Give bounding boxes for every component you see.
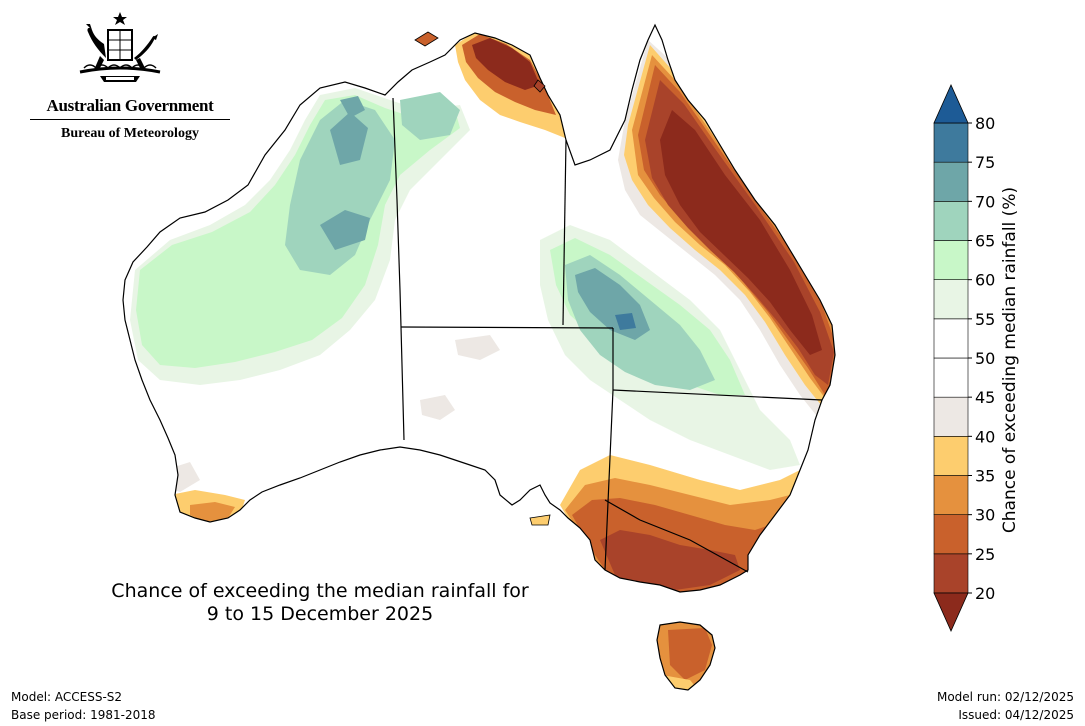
border-nsw-vic — [604, 499, 749, 573]
colorbar-tick-label: 50 — [975, 349, 995, 368]
region-above-70-75-west2 — [320, 210, 370, 250]
footer-left: Model: ACCESS-S2 Base period: 1981-2018 — [11, 688, 156, 724]
region-below-under-20-north — [472, 38, 540, 90]
colorbar-low-arrow — [933, 592, 969, 632]
state-borders — [392, 97, 823, 573]
colorbar-bin — [933, 436, 969, 476]
colorbar-bin — [933, 279, 969, 320]
border-qld-nsw — [612, 389, 823, 401]
colorbar-tick-label: 25 — [975, 545, 995, 564]
groote-eylandt — [533, 79, 546, 93]
tiwi-islands — [414, 31, 439, 47]
colorbar-tick-label: 80 — [975, 114, 995, 133]
colorbar-bin — [933, 161, 969, 202]
model-run-date: Model run: 02/12/2025 — [936, 690, 1074, 704]
region-above-65-70-west — [285, 100, 395, 275]
base-period: Base period: 1981-2018 — [11, 708, 156, 722]
region-below-20-25-southeast — [600, 530, 740, 590]
colorbar-tick-label: 20 — [975, 584, 995, 603]
colorbar-tick-label: 65 — [975, 232, 995, 251]
colorbar-tick-label: 45 — [975, 388, 995, 407]
region-below-under-20-east — [660, 110, 822, 355]
colorbar-bin — [933, 201, 969, 241]
region-below-30-35-southwest — [190, 502, 235, 522]
coat-of-arms-icon — [79, 12, 161, 82]
colorbar-bin — [933, 318, 969, 359]
region-below-35-40-bight — [300, 475, 330, 492]
colorbar-bins — [933, 122, 969, 594]
issued-date: Issued: 04/12/2025 — [958, 708, 1074, 722]
colorbar-title: Chance of exceeding median rainfall (%) — [1000, 186, 1020, 534]
colorbar-bin — [933, 475, 969, 515]
colorbar-bin — [933, 122, 969, 163]
region-below-40-45-sa — [420, 395, 455, 420]
border-wa — [392, 97, 405, 441]
region-above-75-80-east — [615, 313, 636, 330]
map-title-line2: 9 to 15 December 2025 — [206, 603, 434, 625]
colorbar-tick-label: 35 — [975, 467, 995, 486]
colorbar-bin — [933, 240, 969, 280]
region-above-70-75-west — [330, 112, 368, 165]
kangaroo-island — [529, 514, 551, 526]
border-nt-qld — [562, 139, 567, 326]
border-nt-sa — [400, 326, 614, 329]
region-below-35-40-tasmania — [662, 675, 700, 690]
colorbar-legend: 20 25 30 35 40 45 50 55 60 65 70 75 80 — [933, 84, 995, 632]
colorbar-bin — [933, 514, 969, 555]
government-crest: Australian Government Bureau of Meteorol… — [18, 8, 230, 141]
colorbar-bin — [933, 357, 969, 398]
region-above-65-70-north — [400, 92, 460, 140]
logo-divider — [30, 119, 230, 120]
region-below-25-30-tasmania — [668, 628, 712, 680]
colorbar-tick-label: 60 — [975, 271, 995, 290]
colorbar-tick-label: 75 — [975, 153, 995, 172]
colorbar-bin — [933, 553, 969, 594]
colorbar-tick-label: 55 — [975, 310, 995, 329]
government-name: Australian Government — [46, 96, 214, 115]
map-title: Chance of exceeding the median rainfall … — [70, 580, 570, 626]
model-name: Model: ACCESS-S2 — [11, 690, 123, 704]
region-above-70-75-kimberley — [340, 96, 365, 118]
footer-right: Model run: 02/12/2025 Issued: 04/12/2025 — [937, 688, 1074, 724]
colorbar-tick-label: 40 — [975, 427, 995, 446]
map-title-line1: Chance of exceeding the median rainfall … — [111, 580, 529, 602]
colorbar-tick-label: 30 — [975, 506, 995, 525]
colorbar-tick-label: 70 — [975, 192, 995, 211]
region-below-40-45-central — [455, 335, 500, 360]
colorbar-high-arrow — [933, 84, 969, 124]
colorbar-bin — [933, 396, 969, 437]
agency-name: Bureau of Meteorology — [61, 126, 199, 141]
colorbar-ticks: 20 25 30 35 40 45 50 55 60 65 70 75 80 — [968, 114, 995, 603]
